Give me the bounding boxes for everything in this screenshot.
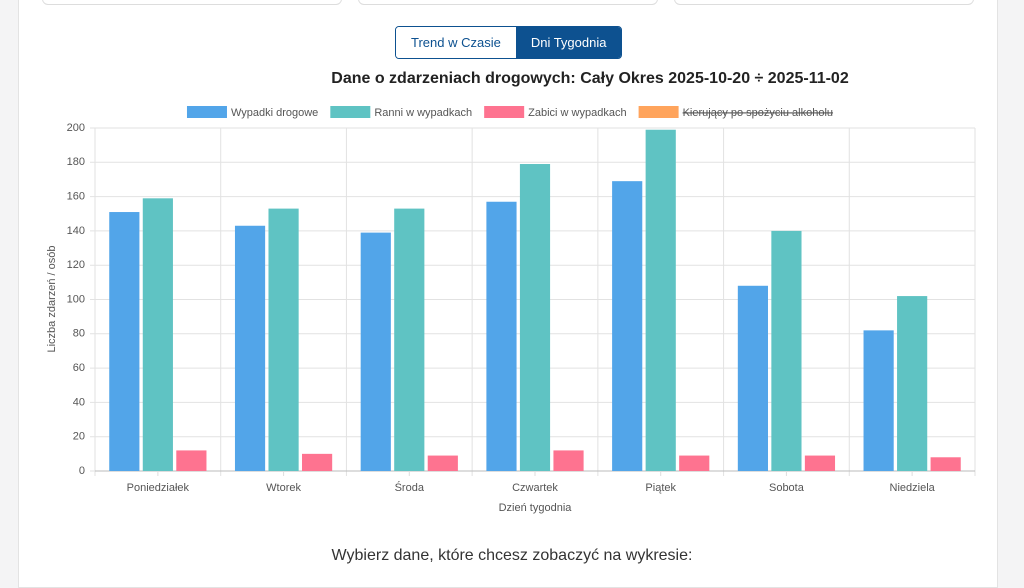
bar — [427, 455, 458, 471]
y-tick-label: 120 — [67, 259, 85, 271]
bar — [737, 285, 768, 471]
x-tick-label: Niedziela — [890, 482, 936, 494]
x-tick-label: Wtorek — [266, 482, 301, 494]
y-tick-label: 20 — [73, 431, 85, 443]
bar — [897, 296, 928, 471]
y-axis-label: Liczba zdarzeń / osób — [46, 245, 58, 352]
bar — [679, 455, 710, 471]
bar — [930, 457, 961, 471]
legend-swatch — [638, 106, 679, 118]
bar — [519, 164, 551, 471]
y-tick-label: 160 — [67, 191, 85, 203]
bar — [234, 225, 266, 471]
tab[interactable]: Trend w Czasie — [396, 27, 516, 58]
x-tick-label: Czwartek — [512, 482, 558, 494]
legend-label: Kierujący po spożyciu alkoholu — [683, 107, 833, 119]
bar — [142, 198, 173, 471]
y-tick-label: 0 — [79, 465, 85, 477]
legend-swatch — [186, 106, 227, 118]
legend-label: Wypadki drogowe — [231, 107, 318, 119]
page: Trend w Czasie Dni Tygodnia Dane o zdarze… — [18, 0, 998, 588]
x-tick-label: Sobota — [769, 482, 805, 494]
y-tick-label: 80 — [73, 328, 85, 340]
bar — [863, 330, 894, 471]
bar — [394, 208, 425, 472]
tab-bar: Trend w Czasie Dni Tygodnia — [395, 26, 623, 59]
x-tick-label: Środa — [395, 481, 425, 494]
bar — [109, 212, 140, 471]
tab[interactable]: Dni Tygodnia — [515, 27, 622, 58]
chart-title: Dane o zdarzeniach drogowych: Cały Okres… — [331, 70, 849, 87]
x-axis-label: Dzień tygodnia — [499, 502, 573, 514]
bar — [553, 450, 584, 471]
legend-label: Zabici w wypadkach — [528, 107, 626, 119]
bar — [645, 129, 676, 471]
y-tick-label: 40 — [73, 396, 85, 408]
y-tick-label: 60 — [73, 362, 85, 374]
legend-swatch — [330, 106, 371, 118]
bar — [804, 455, 836, 471]
bar — [176, 450, 207, 471]
x-tick-label: Poniedziałek — [127, 482, 190, 494]
x-tick-label: Piątek — [645, 482, 676, 494]
y-tick-label: 100 — [67, 293, 85, 305]
bar — [771, 230, 802, 471]
bar — [268, 208, 299, 472]
bar — [302, 453, 333, 471]
bar — [486, 201, 517, 471]
y-tick-label: 200 — [67, 122, 85, 134]
bar — [612, 181, 643, 472]
y-tick-label: 140 — [67, 225, 85, 237]
bar — [360, 232, 391, 471]
chart: Dane o zdarzeniach drogowych: Cały Okres… — [46, 70, 976, 514]
prompt: Wybierz dane, które chcesz zobaczyć na w… — [331, 547, 693, 564]
y-tick-label: 180 — [67, 156, 85, 168]
legend-swatch — [484, 106, 525, 118]
legend-label: Ranni w wypadkach — [374, 107, 472, 119]
